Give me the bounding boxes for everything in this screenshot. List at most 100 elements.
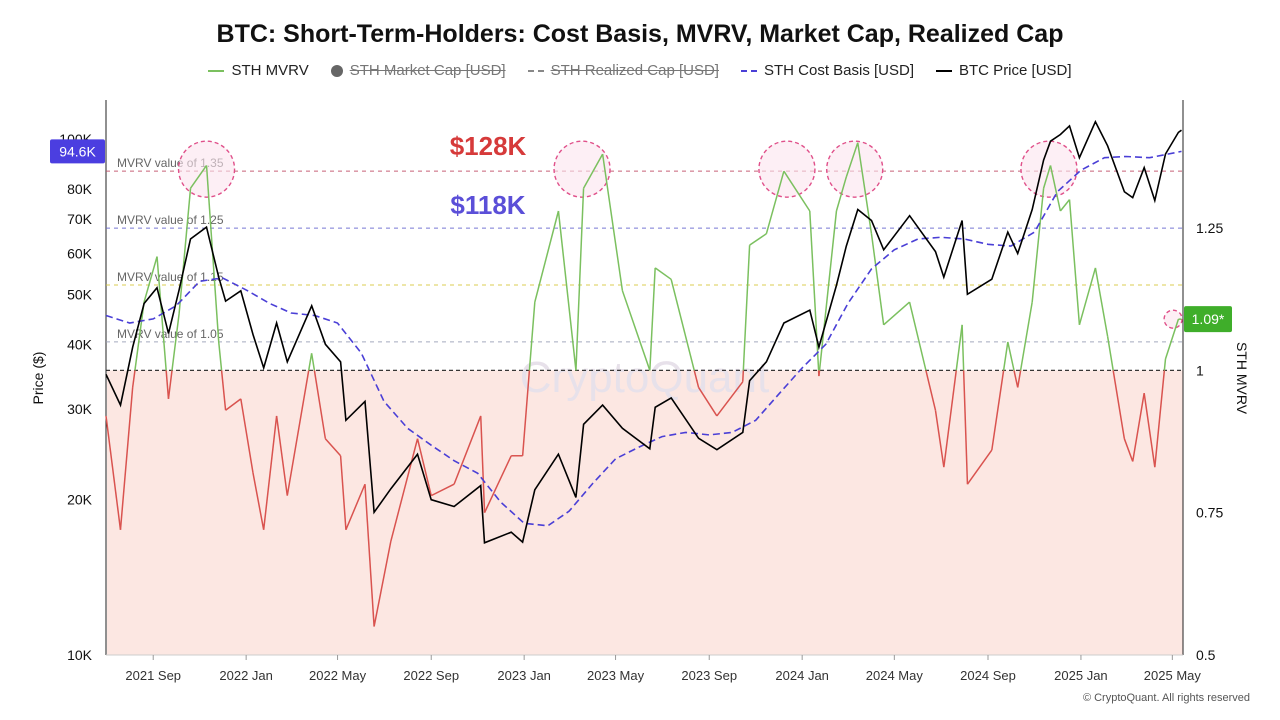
x-tick-label: 2025 May [1144,668,1202,683]
reference-line-label: MVRV value of 1.05 [117,327,224,341]
mvrv-line-segment [818,370,821,377]
legend-label: STH Market Cap [USD] [349,62,506,79]
mvrv-line-segment [528,302,536,371]
mvrv-line-segment [1068,199,1081,325]
mvrv-line-segment [835,176,848,212]
mvrv-line-segment [670,279,695,371]
y-right-tick-label: 1.25 [1196,220,1223,236]
x-tick-label: 2023 Sep [681,668,737,683]
mvrv-line-segment [307,353,313,371]
mvrv-line-segment [1031,188,1045,303]
legend-item-sth-mvrv[interactable]: STH MVRV [208,62,309,79]
y-left-tick-label: 40K [67,336,93,352]
mvrv-line-segment [601,153,624,291]
mvrv-line-segment [742,245,751,371]
mvrv-line-segment [575,188,585,371]
mvrv-line-segment [621,290,651,371]
highlight-circle [553,140,611,198]
legend-item-btc-price[interactable]: BTC Price [USD] [936,62,1072,79]
x-tick-label: 2023 May [587,668,645,683]
mvrv-line-segment [134,301,145,371]
mvrv-line-segment [697,387,718,417]
y-left-tick-label: 10K [67,647,93,663]
mvrv-line-segment [390,438,419,542]
mvrv-line-segment [521,370,531,456]
legend-item-sth-cost-basis[interactable]: STH Cost Basis [USD] [740,62,915,79]
mvrv-line-segment [1164,318,1180,360]
mvrv-line-segment [313,370,327,439]
copyright-text: © CryptoQuant. All rights reserved [1082,692,1250,704]
x-tick-label: 2024 Sep [960,668,1016,683]
mvrv-line-segment [1094,267,1109,337]
mvrv-line-segment [345,483,366,531]
legend-item-sth-market-cap[interactable]: STH Market Cap [USD] [330,62,506,79]
mvrv-line-segment [934,410,945,468]
legend-label: STH Cost Basis [USD] [763,62,915,79]
mvrv-line-segment [324,438,342,457]
y-right-tick-label: 0.75 [1196,505,1223,521]
mvrv-line-segment [961,324,965,371]
mvrv-line-segment [225,398,242,411]
reference-line-label: MVRV value of 1.25 [117,213,224,227]
mvrv-line-segment [1112,370,1126,439]
mvrv-line-segment [479,415,486,513]
x-tick-label: 2022 Jan [219,668,273,683]
x-tick-label: 2025 Jan [1054,668,1108,683]
current-price-badge-text: 94.6K [59,143,96,159]
annotation-128k: $128K [450,131,527,161]
y-right-axis-title: STH MVRV [1234,342,1250,415]
mvrv-line-segment [131,370,136,388]
mvrv-line-segment [908,301,927,371]
legend-item-sth-realized-cap[interactable]: STH Realized Cap [USD] [527,62,719,79]
mvrv-line-segment [483,455,512,514]
x-tick-label: 2024 Jan [775,668,829,683]
y-left-axis-title: Price ($) [30,352,46,405]
mvrv-line-segment [453,415,482,485]
mvrv-line-segment [962,370,969,485]
current-mvrv-badge-text: 1.09* [1192,311,1225,327]
y-left-tick-label: 70K [67,211,93,227]
mvrv-line-segment [339,455,347,530]
mvrv-line-segment [716,381,744,417]
mvrv-line-segment [275,415,289,496]
annotation-118k: $118K [450,190,525,220]
mvrv-line-segment [742,370,745,382]
mvrv-line-segment [119,387,134,530]
mvrv-line-segment [1106,336,1114,371]
mvrv-line-segment [870,233,885,325]
mvrv-line-segment [783,170,811,212]
mvrv-line-segment [143,256,158,303]
mvrv-line-segment [991,370,1005,451]
below-one-shading [107,370,1183,655]
mvrv-line-segment [1016,370,1022,388]
y-left-tick-label: 20K [67,492,93,508]
mvrv-line-segment [1078,267,1097,326]
x-tick-label: 2023 Jan [497,668,551,683]
legend-dash-icon [740,69,757,72]
mvrv-line-segment [220,370,227,411]
legend-dash-icon [527,69,544,72]
highlight-circle [758,140,816,198]
x-tick-label: 2022 May [309,668,367,683]
mvrv-line-segment [809,210,820,371]
mvrv-line-segment [1143,393,1156,468]
mvrv-line-segment [373,541,392,627]
mvrv-line-segment [430,483,455,497]
mvrv-line-segment [557,210,577,371]
mvrv-line-segment [240,398,254,473]
mvrv-line-segment [189,165,208,189]
mvrv-line-segment [1059,199,1071,212]
mvrv-line-segment [165,370,170,399]
mvrv-line-segment [1049,165,1062,212]
y-left-tick-label: 60K [67,245,93,261]
mvrv-line-segment [1163,358,1167,371]
current-price-badge [50,139,105,164]
x-tick-label: 2022 Sep [403,668,459,683]
mvrv-line-segment [262,415,278,530]
chart-title: BTC: Short-Term-Holders: Cost Basis, MVR… [216,20,1064,48]
mvrv-line-segment [1013,370,1019,388]
highlight-circle [826,140,884,198]
mvrv-line-segment [582,153,604,189]
mvrv-line-segment [966,449,993,485]
